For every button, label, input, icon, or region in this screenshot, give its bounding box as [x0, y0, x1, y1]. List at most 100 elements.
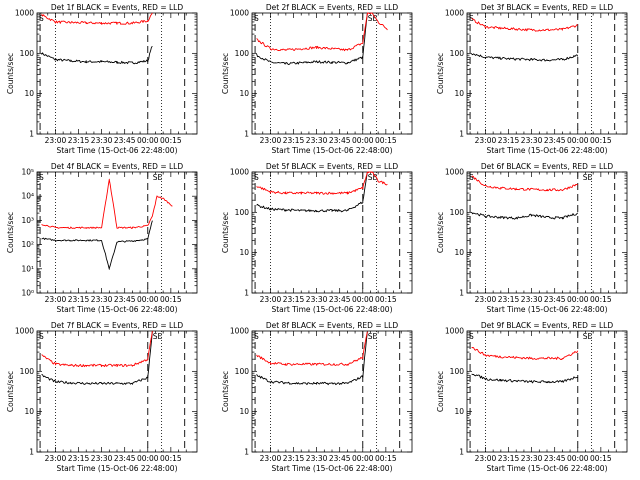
x-tick-label: 00:15 — [375, 454, 397, 463]
y-tick-label: 1000 — [15, 327, 34, 336]
x-axis-label: Start Time (15-Oct-06 22:48:00) — [56, 146, 177, 155]
events-series-line — [256, 331, 368, 386]
x-tick-label: 23:15 — [498, 295, 520, 304]
y-tick-label: 1 — [29, 448, 34, 457]
y-tick-label: 100 — [20, 49, 35, 58]
chart-panel: Det 8f BLACK = Events, RED = LLD Counts/s… — [221, 321, 413, 473]
y-tick-label: 100 — [450, 367, 465, 376]
plot-frame — [251, 12, 413, 135]
x-axis-label: Start Time (15-Oct-06 22:48:00) — [271, 305, 392, 314]
y-tick-label: 100 — [235, 208, 250, 217]
plot-frame — [466, 330, 628, 453]
y-tick-label: 10⁴ — [21, 192, 34, 201]
y-tick-label: 1 — [244, 448, 249, 457]
chart-panel: Det 3f BLACK = Events, RED = LLD Counts/s… — [436, 3, 628, 155]
x-tick-label: 23:00 — [260, 295, 282, 304]
y-tick-label: 100 — [20, 367, 35, 376]
x-tick-label: 23:15 — [68, 295, 90, 304]
x-tick-label: 23:30 — [521, 136, 543, 145]
x-tick-label: 23:30 — [306, 454, 328, 463]
chart-title: Det 2f BLACK = Events, RED = LLD — [266, 3, 399, 12]
x-tick-label: 23:15 — [283, 136, 305, 145]
y-tick-label: 1 — [244, 289, 249, 298]
y-tick-label: 10² — [21, 240, 34, 249]
saa-marker-label: SE — [368, 173, 378, 182]
x-tick-label: 23:15 — [283, 295, 305, 304]
chart-panel: Det 4f BLACK = Events, RED = LLD Counts/s… — [6, 162, 198, 314]
y-tick-label: 10³ — [21, 216, 34, 225]
lld-series-line — [256, 12, 388, 52]
x-axis-label: Start Time (15-Oct-06 22:48:00) — [486, 464, 607, 473]
y-axis-label: Counts/sec — [436, 53, 445, 94]
x-axis-label: Start Time (15-Oct-06 22:48:00) — [271, 146, 392, 155]
chart-title: Det 1f BLACK = Events, RED = LLD — [51, 3, 184, 12]
x-tick-label: 23:45 — [114, 454, 136, 463]
y-tick-label: 10⁵ — [21, 168, 34, 177]
x-tick-label: 00:00 — [137, 136, 159, 145]
events-series-line — [41, 331, 153, 385]
x-tick-label: 23:00 — [475, 136, 497, 145]
x-tick-label: 23:30 — [521, 295, 543, 304]
saa-marker-label: S — [469, 332, 474, 341]
y-tick-label: 1000 — [445, 327, 464, 336]
y-tick-label: 10¹ — [21, 264, 34, 273]
x-tick-label: 23:30 — [306, 136, 328, 145]
chart-panel: Det 2f BLACK = Events, RED = LLD Counts/s… — [221, 3, 413, 155]
x-tick-label: 23:00 — [475, 295, 497, 304]
x-tick-label: 23:45 — [544, 454, 566, 463]
lld-series-line — [471, 175, 578, 192]
y-tick-label: 1000 — [230, 327, 249, 336]
x-tick-label: 23:45 — [114, 295, 136, 304]
saa-marker-label: S — [39, 332, 44, 341]
saa-marker-label: S — [254, 332, 259, 341]
lld-series-line — [41, 12, 153, 25]
y-tick-label: 1000 — [15, 9, 34, 18]
lld-series-line — [256, 171, 388, 195]
x-axis-label: Start Time (15-Oct-06 22:48:00) — [271, 464, 392, 473]
lld-series-line — [471, 347, 579, 360]
x-tick-label: 23:45 — [544, 136, 566, 145]
y-tick-label: 10 — [24, 89, 34, 98]
x-tick-label: 00:00 — [567, 454, 589, 463]
lld-series-line — [41, 330, 153, 368]
y-tick-label: 1000 — [230, 168, 249, 177]
saa-marker-label: SE — [583, 332, 593, 341]
saa-marker-label: S — [469, 173, 474, 182]
events-series-line — [471, 211, 579, 220]
x-axis-label: Start Time (15-Oct-06 22:48:00) — [486, 146, 607, 155]
lld-series-line — [41, 178, 173, 229]
y-tick-label: 100 — [235, 49, 250, 58]
x-tick-label: 00:00 — [352, 295, 374, 304]
x-tick-label: 23:00 — [260, 454, 282, 463]
x-tick-label: 00:15 — [160, 295, 182, 304]
x-tick-label: 23:45 — [544, 295, 566, 304]
y-tick-label: 1 — [459, 289, 464, 298]
chart-title: Det 5f BLACK = Events, RED = LLD — [266, 162, 399, 171]
chart-panel: Det 9f BLACK = Events, RED = LLD Counts/s… — [436, 321, 628, 473]
x-tick-label: 00:00 — [567, 295, 589, 304]
x-tick-label: 00:00 — [137, 454, 159, 463]
saa-marker-label: S — [254, 14, 259, 23]
x-tick-label: 00:00 — [567, 136, 589, 145]
chart-title: Det 8f BLACK = Events, RED = LLD — [266, 321, 399, 330]
plot-frame — [251, 171, 413, 294]
chart-title: Det 3f BLACK = Events, RED = LLD — [481, 3, 614, 12]
x-tick-label: 00:00 — [352, 454, 374, 463]
x-tick-label: 23:45 — [329, 136, 351, 145]
y-tick-label: 100 — [235, 367, 250, 376]
saa-marker-label: S — [469, 14, 474, 23]
events-series-line — [471, 53, 579, 62]
y-tick-label: 1 — [459, 448, 464, 457]
saa-marker-label: SE — [368, 332, 378, 341]
x-tick-label: 23:30 — [91, 295, 113, 304]
x-axis-label: Start Time (15-Oct-06 22:48:00) — [486, 305, 607, 314]
x-axis-label: Start Time (15-Oct-06 22:48:00) — [56, 464, 177, 473]
chart-title: Det 6f BLACK = Events, RED = LLD — [481, 162, 614, 171]
events-series-line — [41, 45, 153, 65]
y-tick-label: 100 — [450, 49, 465, 58]
saa-marker-label: SE — [583, 173, 593, 182]
chart-panel: Det 5f BLACK = Events, RED = LLD Counts/s… — [221, 162, 413, 314]
y-axis-label: Counts/sec — [6, 53, 15, 94]
y-tick-label: 1 — [459, 130, 464, 139]
